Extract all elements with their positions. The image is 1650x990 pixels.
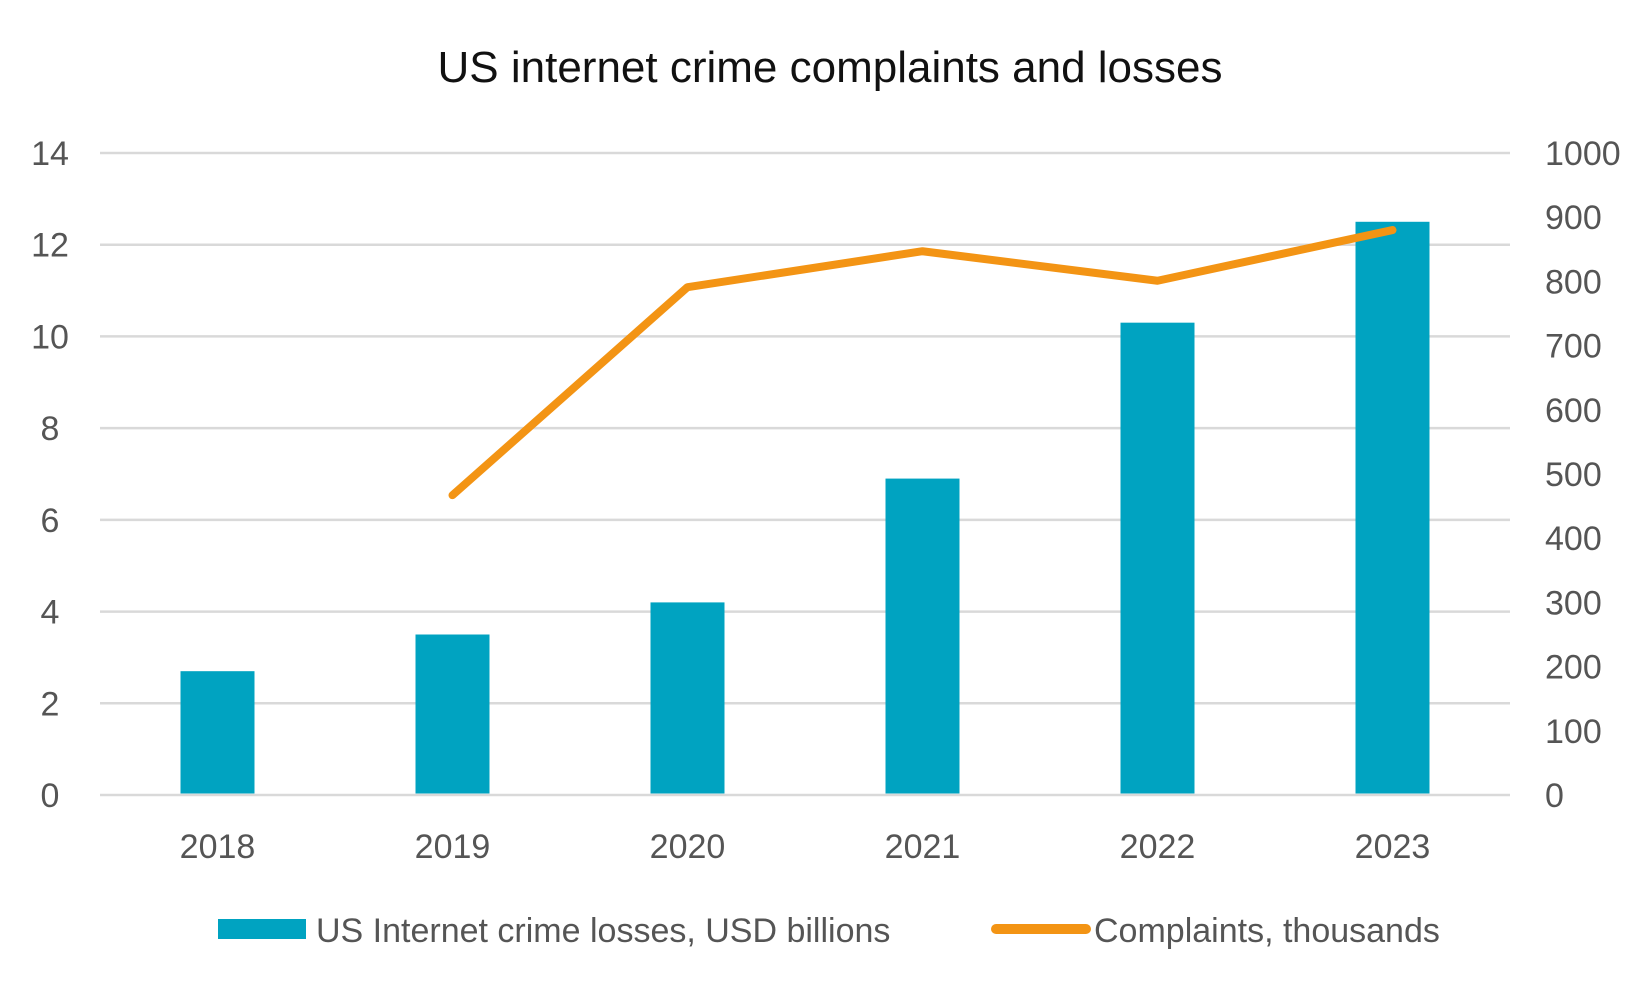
bar	[885, 478, 960, 794]
x-tick-label: 2020	[650, 828, 726, 866]
right-tick-label: 100	[1545, 713, 1602, 751]
bar	[650, 602, 725, 794]
x-tick-label: 2021	[885, 828, 961, 866]
right-axis: 0 100 200 300 400 500 600 700 800 900 1000	[1545, 135, 1621, 815]
bar	[1355, 221, 1430, 794]
gridlines	[100, 151, 1510, 797]
right-tick-label: 800	[1545, 263, 1602, 301]
line-point	[1391, 229, 1394, 232]
right-tick-label: 1000	[1545, 135, 1621, 173]
bar-series	[180, 221, 1430, 794]
line-series	[448, 226, 1397, 500]
line-point	[686, 286, 689, 289]
x-tick-label: 2022	[1120, 828, 1196, 866]
left-tick-label: 2	[41, 685, 60, 723]
right-tick-label: 700	[1545, 328, 1602, 366]
x-tick-label: 2018	[180, 828, 256, 866]
line-point	[451, 494, 454, 497]
right-tick-label: 500	[1545, 456, 1602, 494]
bar	[180, 671, 255, 794]
x-axis: 2018 2019 2020 2021 2022 2023	[180, 828, 1431, 866]
legend-swatch-losses	[218, 919, 306, 939]
legend: US Internet crime losses, USD billions C…	[218, 912, 1440, 950]
right-tick-label: 200	[1545, 649, 1602, 687]
line-point	[921, 250, 924, 253]
left-tick-label: 8	[41, 410, 60, 448]
left-tick-label: 0	[41, 777, 60, 815]
x-tick-label: 2023	[1355, 828, 1431, 866]
left-tick-label: 12	[31, 227, 69, 265]
bar	[1120, 322, 1195, 794]
left-tick-label: 14	[31, 135, 69, 173]
left-axis: 0 2 4 6 8 10 12 14	[31, 135, 69, 815]
bar	[415, 634, 490, 794]
right-tick-label: 0	[1545, 777, 1564, 815]
right-tick-label: 900	[1545, 199, 1602, 237]
complaints-line	[448, 226, 1397, 500]
left-tick-label: 6	[41, 502, 60, 540]
chart-title: US internet crime complaints and losses	[438, 43, 1223, 92]
line-point	[1156, 279, 1159, 282]
legend-label-complaints: Complaints, thousands	[1094, 912, 1440, 950]
right-tick-label: 600	[1545, 392, 1602, 430]
right-tick-label: 300	[1545, 584, 1602, 622]
left-tick-label: 4	[41, 594, 60, 632]
right-tick-label: 400	[1545, 520, 1602, 558]
legend-label-losses: US Internet crime losses, USD billions	[316, 912, 890, 950]
left-tick-label: 10	[31, 318, 69, 356]
x-tick-label: 2019	[415, 828, 491, 866]
